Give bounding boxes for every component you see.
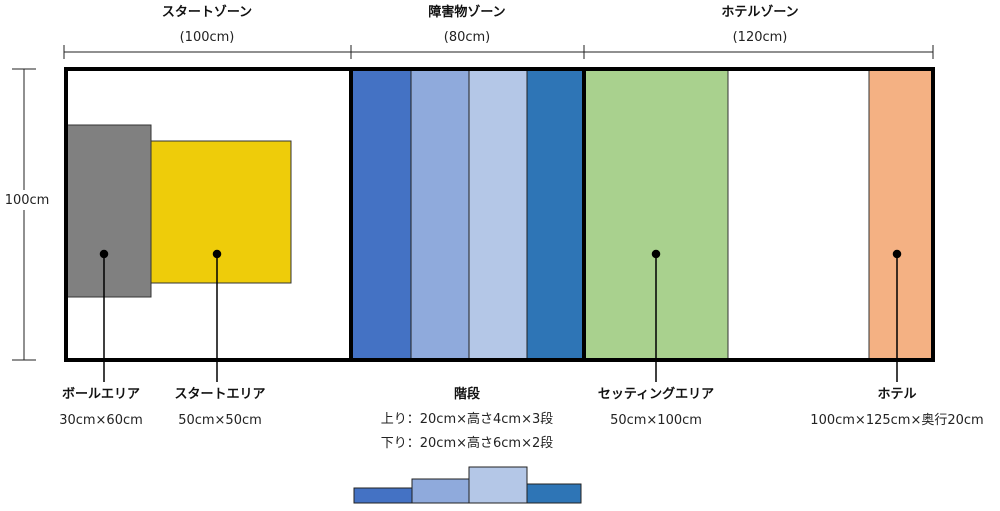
start-area bbox=[150, 140, 292, 284]
zone-hotel-title: ホテルゾーン bbox=[721, 4, 798, 20]
profile-step-4 bbox=[526, 483, 582, 504]
start-area-size: 50cm×50cm bbox=[178, 413, 262, 428]
profile-step-3 bbox=[468, 466, 528, 504]
stair-step-2 bbox=[410, 69, 470, 361]
stairs-name: 階段 bbox=[454, 386, 480, 402]
profile-step-2 bbox=[411, 478, 470, 504]
zone-obstacle-title: 障害物ゾーン bbox=[428, 4, 505, 20]
setting-area-dot bbox=[651, 249, 661, 259]
start-area-name: スタートエリア bbox=[174, 387, 265, 402]
course-frame bbox=[64, 67, 935, 362]
stair-step-1 bbox=[351, 69, 412, 361]
height-label: 100cm bbox=[5, 193, 50, 208]
zone-start-size: (100cm) bbox=[180, 30, 235, 45]
ball-area bbox=[66, 124, 152, 298]
ball-area-name: ボールエリア bbox=[62, 386, 140, 402]
hotel-box bbox=[868, 69, 933, 361]
setting-area-size: 50cm×100cm bbox=[610, 413, 702, 428]
hotel-dot bbox=[892, 249, 902, 259]
height-dimension-line bbox=[12, 68, 36, 361]
stairs-profile bbox=[353, 466, 582, 504]
zone-obstacle-size: (80cm) bbox=[444, 30, 491, 45]
stairs-down-spec: 下り：20cm×高さ6cm×2段 bbox=[381, 435, 554, 451]
start-area-dot bbox=[212, 249, 222, 259]
stair-step-4 bbox=[526, 69, 585, 361]
stairs-up-spec: 上り：20cm×高さ4cm×3段 bbox=[381, 411, 554, 427]
ball-area-dot bbox=[99, 249, 109, 259]
setting-area-name: セッティングエリア bbox=[598, 386, 714, 402]
stair-step-3 bbox=[468, 69, 528, 361]
ball-area-size: 30cm×60cm bbox=[59, 413, 143, 428]
zone-hotel-size: (120cm) bbox=[733, 30, 788, 45]
hotel-size: 100cm×125cm×奥行20cm bbox=[810, 413, 983, 428]
width-dimension-line bbox=[63, 45, 934, 59]
profile-step-1 bbox=[353, 487, 413, 504]
height-label-bg bbox=[0, 190, 58, 210]
zone-start-title: スタートゾーン bbox=[162, 4, 252, 20]
hotel-name: ホテル bbox=[877, 387, 916, 402]
